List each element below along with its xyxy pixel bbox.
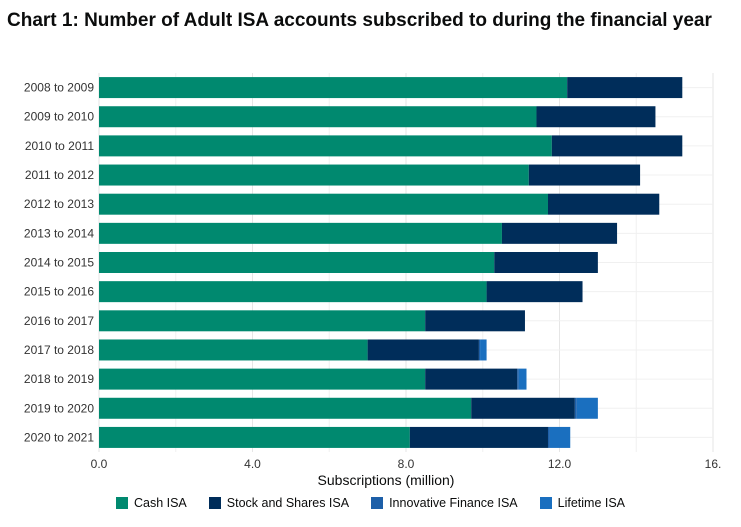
bar-segment [425,310,525,332]
bar-segment [536,106,656,128]
bar-segment [99,426,410,448]
legend-item: Stock and Shares ISA [208,496,350,510]
bar-segment [501,222,618,244]
chart-title: Chart 1: Number of Adult ISA accounts su… [7,10,712,31]
legend-label: Cash ISA [133,496,187,510]
bar-segment [547,193,660,215]
bar-segment [576,397,598,419]
legend-swatch [208,497,221,509]
x-axis-title: Subscriptions (million) [318,472,455,488]
bar-segment [99,77,568,99]
y-tick-label: 2019 to 2020 [24,401,94,415]
bar-segment [409,426,548,448]
y-tick-label: 2008 to 2009 [24,81,94,95]
legend-item: Lifetime ISA [539,496,626,510]
y-tick-label: 2010 to 2011 [25,139,95,153]
bar-segment [99,281,487,303]
bar-segment [517,368,519,390]
y-tick-label: 2015 to 2016 [24,285,94,299]
bar-segment [549,426,571,448]
x-tick-label: 8.0 [398,457,415,471]
bar-segment [99,164,529,186]
legend-swatch [539,497,552,509]
bar-segment [574,397,577,419]
bar-segment [547,426,550,448]
legend-item: Cash ISA [115,496,187,510]
legend-item: Innovative Finance ISA [371,496,518,510]
bar-segment [494,252,598,273]
y-tick-label: 2016 to 2017 [24,314,94,328]
bar-segment [567,77,683,99]
y-tick-label: 2013 to 2014 [24,226,94,240]
bar-segment [518,368,527,390]
bar-segment [99,397,472,419]
bar-segment [425,368,518,390]
y-tick-label: 2018 to 2019 [24,372,94,386]
legend-swatch [115,497,128,509]
legend-label: Lifetime ISA [557,496,626,510]
bar-segment [99,252,495,273]
bar-segment [99,222,502,244]
bar-segment [367,339,479,361]
bar-segment [551,135,683,157]
y-tick-label: 2020 to 2021 [24,430,94,444]
bar-segment [99,310,426,332]
x-tick-label: 12.0 [548,457,572,471]
bar-segment [480,339,487,361]
legend-label: Stock and Shares ISA [226,496,350,510]
bar-segment [99,135,552,157]
legend-label: Innovative Finance ISA [389,496,518,510]
x-tick-label: 16. [705,457,722,471]
bar-segment [478,339,481,361]
y-tick-label: 2009 to 2010 [24,110,94,124]
x-tick-label: 4.0 [244,457,261,471]
y-tick-label: 2014 to 2015 [24,256,94,270]
bar-segment [99,368,426,390]
bar-segment [486,281,583,303]
y-tick-label: 2012 to 2013 [24,197,94,211]
bar-segment [99,193,548,215]
bar-segment [471,397,575,419]
x-tick-label: 0.0 [91,457,108,471]
chart-legend: Cash ISA Stock and Shares ISA Innovative F… [0,496,741,510]
legend-swatch [371,497,384,509]
y-tick-label: 2017 to 2018 [24,343,94,357]
bar-segment [99,339,368,361]
y-tick-label: 2011 to 2012 [25,168,95,182]
bar-segment [528,164,641,186]
bar-segment [99,106,537,128]
